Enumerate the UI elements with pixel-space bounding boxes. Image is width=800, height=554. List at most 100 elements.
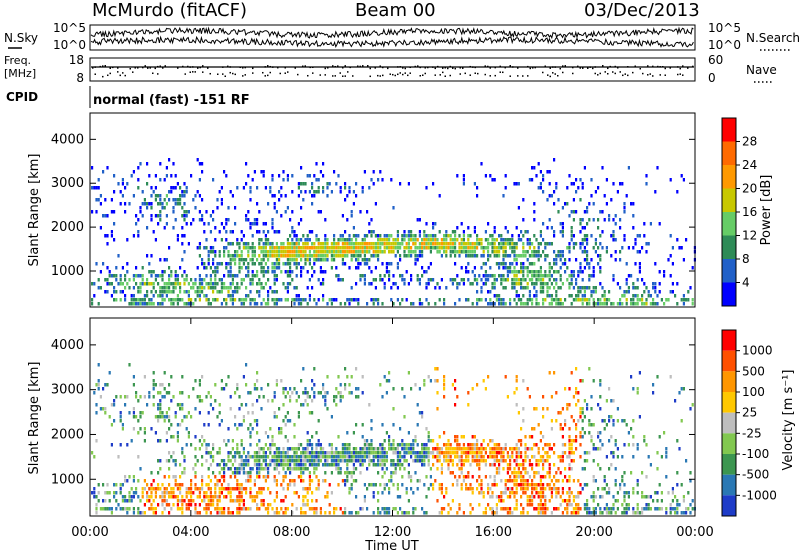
data-cell: [326, 242, 329, 246]
data-cell: [174, 475, 177, 479]
data-cell: [515, 487, 518, 491]
data-cell: [394, 238, 397, 242]
y-tick-label: 1000: [51, 264, 84, 279]
data-cell: [315, 162, 318, 166]
data-cell: [139, 499, 142, 503]
data-cell: [150, 427, 153, 431]
data-cell: [236, 286, 239, 290]
data-cell: [498, 302, 501, 306]
freq-point: [337, 65, 339, 67]
data-cell: [546, 274, 549, 278]
data-cell: [280, 250, 283, 254]
data-cell: [363, 443, 366, 447]
data-cell: [234, 290, 237, 294]
data-cell: [500, 234, 503, 238]
data-cell: [359, 459, 362, 463]
data-cell: [163, 198, 166, 202]
data-cell: [643, 290, 646, 294]
data-cell: [601, 246, 604, 250]
data-cell: [163, 298, 166, 302]
data-cell: [542, 503, 545, 507]
data-cell: [484, 463, 487, 467]
data-cell: [172, 487, 175, 491]
data-cell: [500, 451, 503, 455]
data-cell: [344, 387, 347, 391]
data-cell: [231, 258, 234, 262]
freq-point: [149, 67, 151, 69]
data-cell: [445, 250, 448, 254]
freq-point: [342, 67, 344, 69]
data-cell: [245, 459, 248, 463]
data-cell: [568, 403, 571, 407]
data-cell: [234, 206, 237, 210]
data-cell: [300, 467, 303, 471]
data-cell: [614, 499, 617, 503]
data-cell: [315, 190, 318, 194]
data-cell: [454, 455, 457, 459]
data-cell: [267, 435, 270, 439]
data-cell: [132, 511, 135, 515]
data-cell: [416, 238, 419, 242]
data-cell: [623, 507, 626, 511]
data-cell: [165, 174, 168, 178]
data-cell: [308, 258, 311, 262]
data-cell: [517, 270, 520, 274]
data-cell: [273, 411, 276, 415]
data-cell: [330, 302, 333, 306]
data-cell: [568, 451, 571, 455]
data-cell: [445, 451, 448, 455]
data-cell: [260, 282, 263, 286]
data-cell: [238, 511, 241, 515]
data-cell: [599, 270, 602, 274]
data-cell: [465, 483, 468, 487]
data-cell: [511, 487, 514, 491]
data-cell: [506, 495, 509, 499]
data-cell: [174, 495, 177, 499]
data-cell: [205, 503, 208, 507]
data-cell: [381, 395, 384, 399]
nave-point: [189, 71, 191, 73]
data-cell: [465, 475, 468, 479]
data-cell: [168, 391, 171, 395]
data-cell: [445, 242, 448, 246]
data-cell: [179, 266, 182, 270]
data-cell: [267, 487, 270, 491]
data-cell: [132, 375, 135, 379]
data-cell: [328, 463, 331, 467]
data-cell: [108, 270, 111, 274]
data-cell: [621, 419, 624, 423]
data-cell: [436, 391, 439, 395]
data-cell: [535, 270, 538, 274]
freq-point: [444, 67, 446, 69]
data-cell: [357, 302, 360, 306]
data-cell: [623, 202, 626, 206]
data-cell: [104, 214, 107, 218]
data-cell: [445, 491, 448, 495]
data-cell: [119, 415, 122, 419]
data-cell: [148, 298, 151, 302]
data-cell: [407, 242, 410, 246]
data-cell: [115, 507, 118, 511]
data-cell: [526, 258, 529, 262]
data-cell: [306, 302, 309, 306]
data-cell: [526, 270, 529, 274]
data-cell: [209, 274, 212, 278]
data-cell: [273, 467, 276, 471]
data-cell: [612, 399, 615, 403]
data-cell: [159, 439, 162, 443]
data-cell: [480, 459, 483, 463]
data-cell: [355, 266, 358, 270]
data-cell: [115, 298, 118, 302]
data-cell: [97, 186, 100, 190]
data-cell: [568, 282, 571, 286]
data-cell: [480, 491, 483, 495]
data-cell: [302, 451, 305, 455]
data-cell: [319, 270, 322, 274]
data-cell: [482, 250, 485, 254]
data-cell: [326, 194, 329, 198]
data-cell: [324, 270, 327, 274]
data-cell: [271, 250, 274, 254]
nave-point: [389, 73, 391, 75]
freq-point: [267, 65, 269, 67]
data-cell: [478, 455, 481, 459]
